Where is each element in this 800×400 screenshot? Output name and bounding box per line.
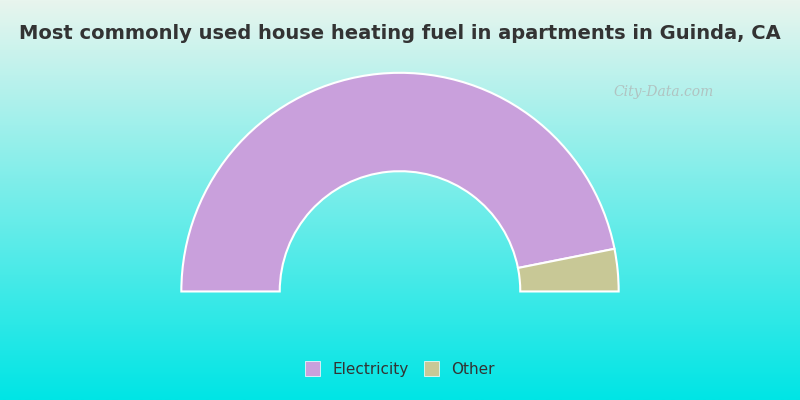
Wedge shape: [518, 249, 618, 292]
Text: City-Data.com: City-Data.com: [614, 85, 714, 99]
Wedge shape: [182, 73, 614, 292]
Legend: Electricity, Other: Electricity, Other: [298, 353, 502, 384]
Text: Most commonly used house heating fuel in apartments in Guinda, CA: Most commonly used house heating fuel in…: [19, 24, 781, 43]
